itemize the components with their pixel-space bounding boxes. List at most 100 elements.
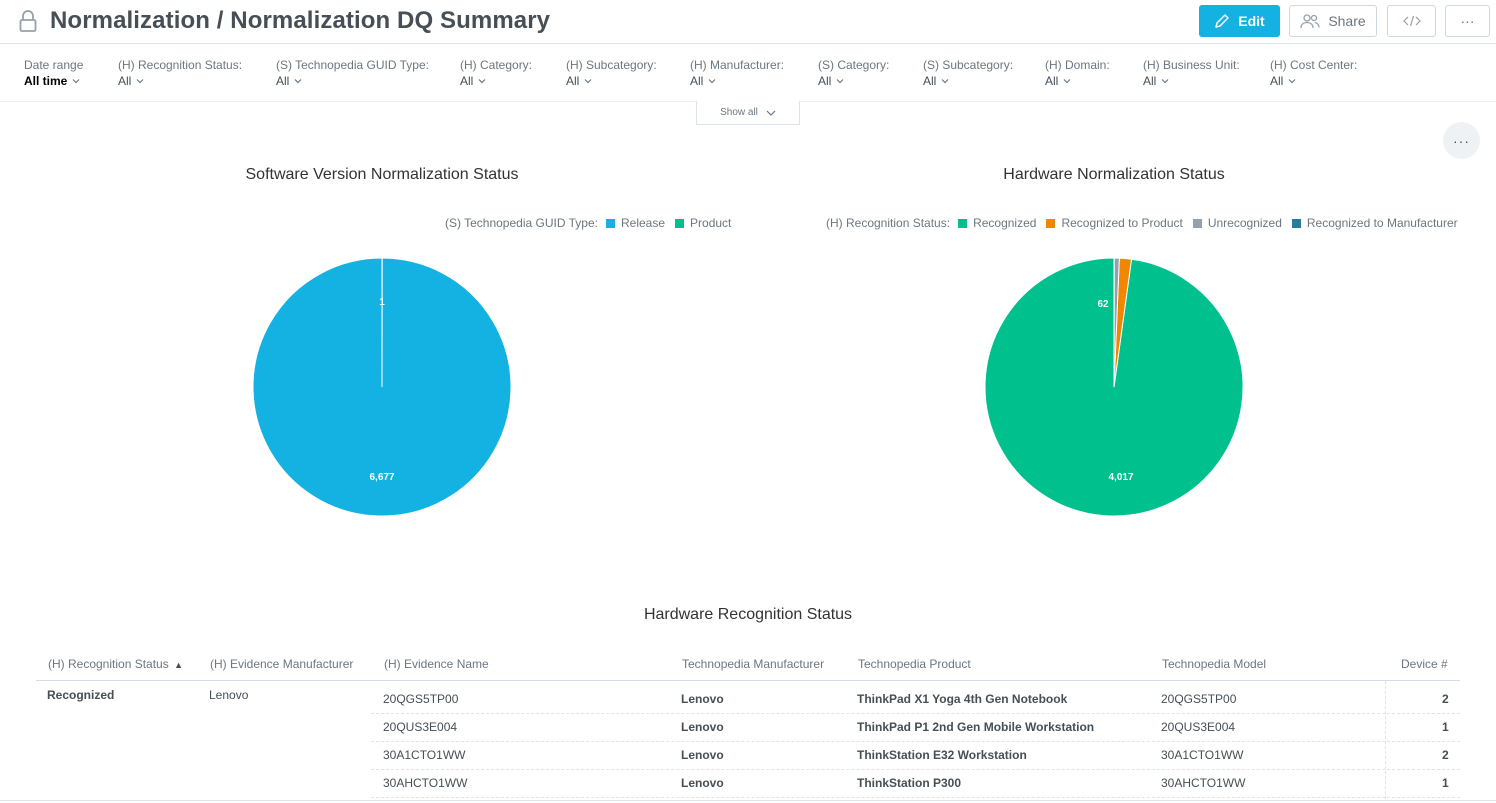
legend-swatch bbox=[605, 218, 615, 228]
dashboard-menu-button[interactable]: ··· bbox=[1443, 122, 1480, 159]
cell-device-count: 2 bbox=[1442, 748, 1449, 762]
chevron-down-icon bbox=[584, 79, 592, 84]
cell-technopedia-model: 20QGS5TP00 bbox=[1161, 692, 1237, 706]
filter-label: (H) Business Unit: bbox=[1143, 58, 1240, 72]
chevron-down-icon bbox=[708, 79, 716, 84]
cell-technopedia-manufacturer: Lenovo bbox=[681, 748, 724, 762]
cell-evidence-name: 30AHCTO1WW bbox=[383, 776, 468, 790]
cell-device-count: 2 bbox=[1442, 692, 1449, 706]
filter-value: All bbox=[1045, 74, 1059, 88]
column-header-technopedia-model[interactable]: Technopedia Model bbox=[1162, 657, 1267, 671]
filter-value: All bbox=[460, 74, 474, 88]
share-button[interactable]: Share bbox=[1289, 5, 1377, 37]
column-divider bbox=[1385, 681, 1386, 799]
cell-device-count: 1 bbox=[1442, 776, 1449, 790]
row-divider bbox=[371, 797, 1460, 798]
filter-label: (S) Technopedia GUID Type: bbox=[276, 58, 429, 72]
cell-evidence-name: 20QGS5TP00 bbox=[383, 692, 459, 706]
embed-button[interactable] bbox=[1387, 5, 1436, 37]
cell-evidence-name: 20QUS3E004 bbox=[383, 720, 458, 734]
cell-technopedia-product: ThinkStation P300 bbox=[857, 776, 962, 790]
page-bottom-border bbox=[0, 800, 1496, 801]
column-header-evidence-name[interactable]: (H) Evidence Name bbox=[384, 657, 489, 671]
legend-label: Release bbox=[620, 216, 666, 230]
filter-h-cost-center[interactable]: (H) Cost Center: All bbox=[1270, 58, 1357, 88]
legend-item-product[interactable]: Product bbox=[675, 216, 731, 230]
filter-value: All bbox=[1143, 74, 1157, 88]
legend-label: Recognized bbox=[973, 216, 1037, 230]
software-pie-chart: 6,677 1 bbox=[252, 257, 512, 517]
filter-h-manufacturer[interactable]: (H) Manufacturer: All bbox=[690, 58, 784, 88]
filter-h-subcategory[interactable]: (H) Subcategory: All bbox=[566, 58, 657, 88]
hardware-pie-chart: 4,017 62 bbox=[984, 257, 1244, 517]
cell-technopedia-manufacturer: Lenovo bbox=[681, 692, 724, 706]
show-all-label: Show all bbox=[720, 107, 758, 118]
column-header-technopedia-manufacturer[interactable]: Technopedia Manufacturer bbox=[682, 657, 825, 671]
chevron-down-icon bbox=[1288, 79, 1296, 84]
legend-item-recognized-to-manufacturer[interactable]: Recognized to Manufacturer bbox=[1291, 216, 1458, 230]
show-all-filters-button[interactable]: Show all bbox=[696, 101, 800, 125]
filter-label: (H) Manufacturer: bbox=[690, 58, 785, 72]
hardware-chart-title: Hardware Normalization Status bbox=[1003, 166, 1225, 183]
top-bar: Normalization / Normalization DQ Summary… bbox=[0, 0, 1496, 44]
filter-h-category[interactable]: (H) Category: All bbox=[460, 58, 532, 88]
cell-technopedia-model: 20QUS3E004 bbox=[1161, 720, 1236, 734]
table-header-divider bbox=[36, 680, 1460, 681]
chevron-down-icon bbox=[766, 110, 776, 116]
filter-bar: Date range All time (H) Recognition Stat… bbox=[0, 44, 1496, 102]
filter-label: (S) Subcategory: bbox=[923, 58, 1014, 72]
filter-h-domain[interactable]: (H) Domain: All bbox=[1045, 58, 1110, 88]
filter-label: (H) Subcategory: bbox=[566, 58, 657, 72]
cell-device-count: 1 bbox=[1442, 720, 1449, 734]
chevron-down-icon bbox=[1063, 79, 1071, 84]
chevron-down-icon bbox=[294, 79, 302, 84]
row-divider bbox=[371, 769, 1460, 770]
legend-item-recognized-to-product[interactable]: Recognized to Product bbox=[1046, 216, 1183, 230]
software-chart-legend: (S) Technopedia GUID Type: Release Produ… bbox=[445, 216, 741, 230]
filter-h-recognition-status[interactable]: (H) Recognition Status: All bbox=[118, 58, 242, 88]
filter-value: All bbox=[1270, 74, 1284, 88]
users-icon bbox=[1300, 14, 1320, 29]
dashboard-menu-label: ··· bbox=[1453, 132, 1470, 149]
legend-label: Recognized to Manufacturer bbox=[1306, 216, 1458, 230]
column-header-technopedia-product[interactable]: Technopedia Product bbox=[858, 657, 971, 671]
filter-value: All bbox=[690, 74, 704, 88]
row-divider bbox=[371, 741, 1460, 742]
legend-item-recognized[interactable]: Recognized bbox=[958, 216, 1036, 230]
filter-label: (H) Cost Center: bbox=[1270, 58, 1358, 72]
chevron-down-icon bbox=[72, 79, 80, 84]
filter-s-technopedia-guid-type[interactable]: (S) Technopedia GUID Type: All bbox=[276, 58, 429, 88]
more-options-label: ··· bbox=[1460, 13, 1475, 29]
hardware-chart-legend: (H) Recognition Status: Recognized Recog… bbox=[826, 216, 1458, 230]
cell-technopedia-manufacturer: Lenovo bbox=[681, 720, 724, 734]
legend-item-unrecognized[interactable]: Unrecognized bbox=[1192, 216, 1282, 230]
cell-evidence-name: 30A1CTO1WW bbox=[383, 748, 466, 762]
legend-label: Recognized to Product bbox=[1061, 216, 1183, 230]
filter-h-business-unit[interactable]: (H) Business Unit: All bbox=[1143, 58, 1240, 88]
column-header-device-count[interactable]: Device # bbox=[1401, 657, 1448, 671]
filter-s-subcategory[interactable]: (S) Subcategory: All bbox=[923, 58, 1013, 88]
filter-value: All bbox=[118, 74, 132, 88]
code-icon bbox=[1402, 15, 1421, 27]
legend-title: (H) Recognition Status: bbox=[826, 216, 951, 230]
legend-swatch bbox=[675, 218, 685, 228]
filter-label: (H) Domain: bbox=[1045, 58, 1110, 72]
edit-button[interactable]: Edit bbox=[1199, 5, 1280, 37]
table-title: Hardware Recognition Status bbox=[643, 606, 853, 623]
filter-value: All bbox=[276, 74, 290, 88]
more-options-button[interactable]: ··· bbox=[1445, 5, 1490, 37]
column-header-evidence-manufacturer[interactable]: (H) Evidence Manufacturer bbox=[210, 657, 354, 671]
pie-data-label: 6,677 bbox=[369, 472, 394, 483]
legend-label: Product bbox=[690, 216, 732, 230]
chevron-down-icon bbox=[836, 79, 844, 84]
filter-value: All time bbox=[24, 74, 68, 88]
column-header-recognition-status[interactable]: (H) Recognition Status ▲ bbox=[48, 657, 183, 671]
filter-date-range[interactable]: Date range All time bbox=[24, 58, 83, 88]
cell-technopedia-model: 30AHCTO1WW bbox=[1161, 776, 1246, 790]
software-chart-title: Software Version Normalization Status bbox=[245, 166, 519, 183]
group-evidence-manufacturer: Lenovo bbox=[209, 688, 249, 702]
chevron-down-icon bbox=[136, 79, 144, 84]
filter-s-category[interactable]: (S) Category: All bbox=[818, 58, 889, 88]
legend-item-release[interactable]: Release bbox=[605, 216, 666, 230]
chevron-down-icon bbox=[1161, 79, 1169, 84]
